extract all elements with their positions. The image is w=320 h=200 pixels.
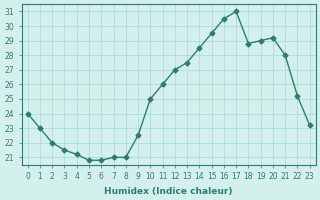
X-axis label: Humidex (Indice chaleur): Humidex (Indice chaleur) [104, 187, 233, 196]
